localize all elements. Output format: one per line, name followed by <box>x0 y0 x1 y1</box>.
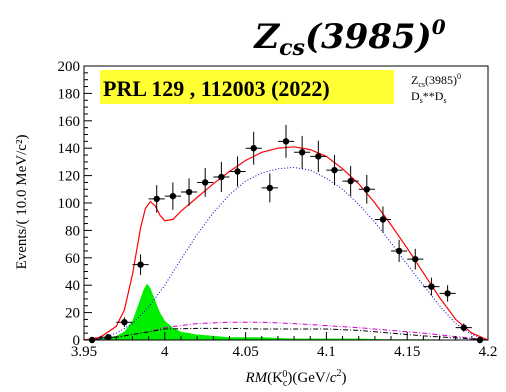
data-point <box>250 145 257 152</box>
x-tick-label: 4.2 <box>479 344 498 360</box>
data-point <box>137 261 144 268</box>
y-tick-label: 60 <box>65 251 80 267</box>
data-point <box>412 255 419 263</box>
annotation-text: PRL 129 , 112003 (2022) <box>103 76 330 101</box>
data-point <box>444 290 451 297</box>
legend-entry-zcs: Zcs(3985)0 <box>411 72 461 89</box>
legend-entry-dsds: Ds**Ds <box>411 89 447 105</box>
data-point <box>282 138 290 145</box>
data-point <box>218 173 225 181</box>
y-tick-label: 80 <box>65 223 80 239</box>
y-tick-label: 120 <box>58 169 81 185</box>
legend: Zcs(3985)0 Ds**Ds <box>411 72 461 105</box>
y-tick-label: 200 <box>58 59 81 75</box>
data-point <box>363 186 370 193</box>
y-tick-label: 100 <box>58 196 81 212</box>
data-point <box>379 216 387 223</box>
x-tick-label: 3.95 <box>71 344 97 360</box>
y-tick-label: 140 <box>58 141 81 157</box>
data-point <box>234 168 241 175</box>
y-axis-label: Events/( 10.0 MeV/c²) <box>14 135 30 270</box>
x-tick-label: 4.1 <box>317 344 336 360</box>
y-tick-label: 0 <box>73 333 81 349</box>
data-point <box>347 177 354 185</box>
x-axis-label: RM(Kc0)(GeV/c2) <box>244 368 346 387</box>
x-tick-label: 4.15 <box>394 344 420 360</box>
annotation-background <box>100 70 394 104</box>
x-tick-label: 4 <box>161 344 169 360</box>
data-point <box>121 318 128 326</box>
data-point <box>266 184 274 192</box>
data-point <box>315 153 322 160</box>
plot-area: 0 20 40 60 80 100 120 140 160 180 200 3.95 4 4.05 4.1 4… <box>58 59 498 360</box>
data-point <box>169 192 177 200</box>
data-point <box>105 334 112 341</box>
y-tick-label: 160 <box>58 114 81 130</box>
data-point <box>202 179 209 186</box>
y-tick-label: 20 <box>65 306 80 322</box>
signal-fill <box>84 283 488 340</box>
data-point <box>298 149 306 156</box>
x-tick-label: 4.05 <box>232 344 258 360</box>
data-point <box>460 324 467 331</box>
data-point <box>331 166 338 174</box>
data-point <box>395 247 403 255</box>
y-tick-label: 40 <box>65 278 80 294</box>
chart-title: Zcs(3985)0 <box>252 15 445 61</box>
data-point <box>185 188 193 196</box>
data-point <box>153 195 160 203</box>
data-point <box>428 283 435 290</box>
y-tick-label: 180 <box>58 86 81 102</box>
